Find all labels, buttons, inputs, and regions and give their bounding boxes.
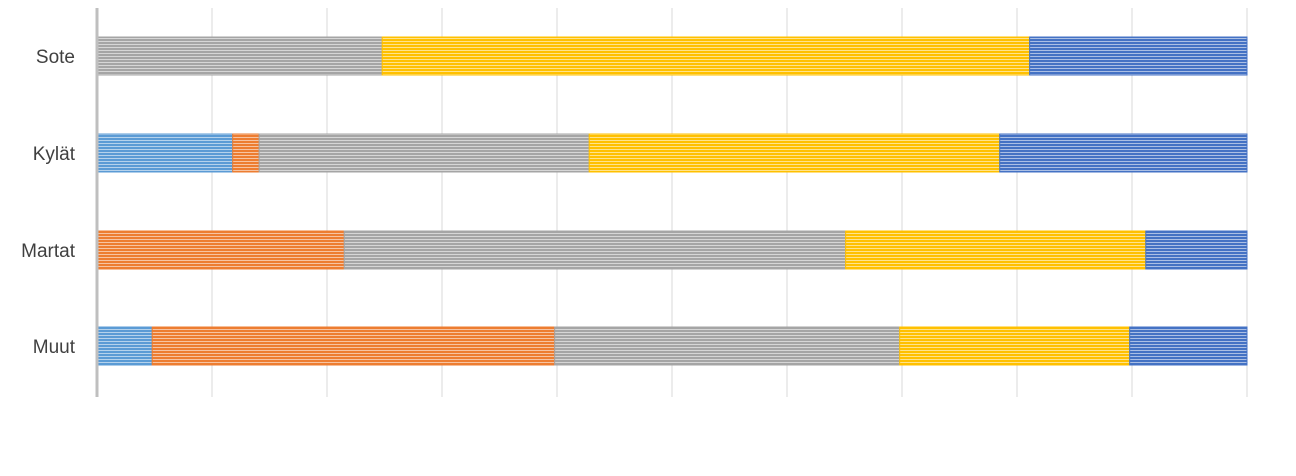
bar-segment-muut-5: [1129, 326, 1248, 366]
bar-segment-kylt-5: [999, 133, 1248, 173]
category-label: Martat: [21, 241, 76, 262]
category-label: Muut: [33, 337, 76, 358]
bar-segment-kylt-1: [96, 133, 234, 173]
bar-segment-kylt-2: [232, 133, 260, 173]
bar-segment-muut-1: [96, 326, 153, 366]
bar-segment-sote-5: [1029, 36, 1248, 76]
bar-segment-martat-4: [845, 230, 1147, 270]
bar-segment-sote-4: [381, 36, 1031, 76]
category-labels: Sote Kylät Martat Muut: [21, 47, 76, 358]
category-label: Sote: [36, 47, 75, 68]
bar-segment-martat-2: [96, 230, 345, 270]
bar-segment-muut-2: [151, 326, 556, 366]
bars: [96, 36, 1248, 366]
bar-segment-muut-4: [899, 326, 1131, 366]
category-label: Kylät: [33, 144, 76, 165]
bar-segment-martat-3: [343, 230, 847, 270]
bar-segment-kylt-3: [258, 133, 590, 173]
bar-segment-martat-5: [1145, 230, 1248, 270]
bar-segment-kylt-4: [588, 133, 1001, 173]
bar-segment-sote-3: [96, 36, 383, 76]
bar-segment-muut-3: [554, 326, 901, 366]
